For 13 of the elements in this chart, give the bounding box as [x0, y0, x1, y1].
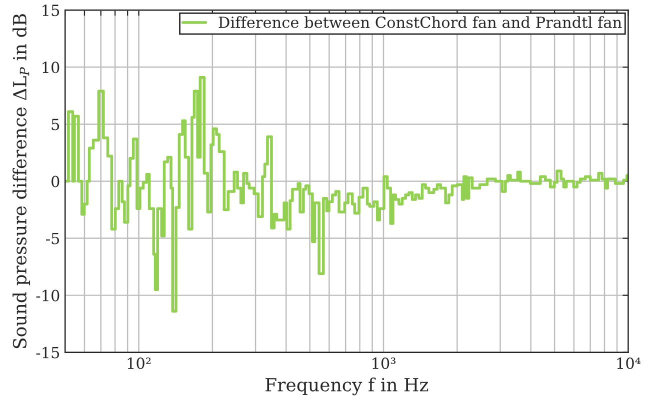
text: Difference between ConstChord fan and Prandtl fan [218, 16, 622, 28]
y-tick-label: 10 [42, 62, 60, 74]
y-axis-title: Sound pressure difference ΔL$_{P}$ in dB [12, 14, 30, 348]
y-tick-label: -10 [36, 290, 60, 302]
y-tick-label: -15 [36, 346, 60, 358]
x-axis-title: Frequency f in Hz [266, 378, 428, 396]
y-tick-label: 5 [52, 118, 60, 130]
x-tick-label: 10² [128, 357, 151, 370]
x-tick-label: 10⁴ [617, 357, 641, 370]
y-tick-label: 15 [42, 4, 60, 16]
x-tick-label: 10³ [372, 357, 396, 370]
y-tick-label: -5 [46, 232, 60, 244]
y-tick-label: 0 [52, 176, 60, 188]
